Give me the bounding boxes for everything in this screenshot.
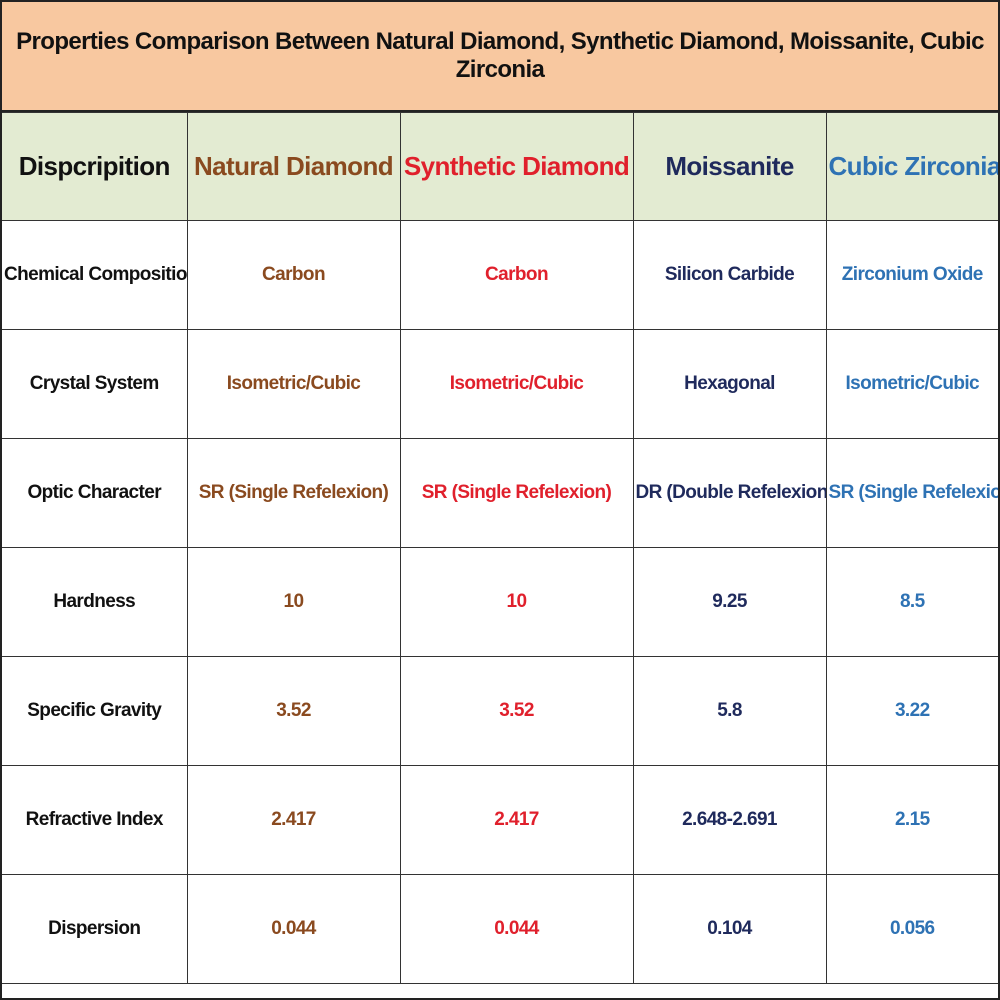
cell: 0.056 (825, 874, 998, 984)
cell: Silicon Carbide (632, 220, 827, 330)
table-row: Dispersion 0.044 0.044 0.104 0.056 (2, 874, 998, 984)
cell: SR (Single Refelexion) (186, 438, 401, 548)
row-label: Refractive Index (2, 765, 188, 875)
cell: 2.417 (399, 765, 634, 875)
cell: 10 (186, 547, 401, 657)
cell: SR (Single Refelexion) (825, 438, 998, 548)
cell: Isometric/Cubic (825, 329, 998, 439)
cell: 2.417 (186, 765, 401, 875)
title: Properties Comparison Between Natural Di… (2, 2, 998, 112)
cell: 9.25 (632, 547, 827, 657)
comparison-table: Dispcripition Natural Diamond Synthetic Di… (2, 112, 998, 984)
cell: 2.15 (825, 765, 998, 875)
column-header: Cubic Zirconia (825, 112, 998, 221)
table-row: Crystal System Isometric/Cubic Isometric/C… (2, 329, 998, 439)
cell: Carbon (186, 220, 401, 330)
table-row: Refractive Index 2.417 2.417 2.648-2.691 2.1… (2, 765, 998, 875)
row-label: Chemical Composition (2, 220, 188, 330)
cell: 2.648-2.691 (632, 765, 827, 875)
row-label: Dispersion (2, 874, 188, 984)
cell: 8.5 (825, 547, 998, 657)
cell: Zirconium Oxide (825, 220, 998, 330)
table-row: Chemical Composition Carbon Carbon Silicon … (2, 220, 998, 330)
table-row: Optic Character SR (Single Refelexion) SR … (2, 438, 998, 548)
row-label: Hardness (2, 547, 188, 657)
header-row: Dispcripition Natural Diamond Synthetic Di… (2, 112, 998, 221)
column-header: Natural Diamond (186, 112, 401, 221)
cell: 3.52 (186, 656, 401, 766)
cell: DR (Double Refelexion) (632, 438, 827, 548)
cell: 0.044 (399, 874, 634, 984)
row-label: Specific Gravity (2, 656, 188, 766)
cell: Isometric/Cubic (186, 329, 401, 439)
row-label: Crystal System (2, 329, 188, 439)
cell: SR (Single Refelexion) (399, 438, 634, 548)
cell: 10 (399, 547, 634, 657)
cell: Isometric/Cubic (399, 329, 634, 439)
column-header: Dispcripition (2, 112, 188, 221)
table-row: Hardness 10 10 9.25 8.5 (2, 547, 998, 657)
column-header: Synthetic Diamond (399, 112, 634, 221)
cell: 3.22 (825, 656, 998, 766)
cell: Hexagonal (632, 329, 827, 439)
cell: 0.104 (632, 874, 827, 984)
column-header: Moissanite (632, 112, 827, 221)
table-row: Specific Gravity 3.52 3.52 5.8 3.22 (2, 656, 998, 766)
row-label: Optic Character (2, 438, 188, 548)
cell: Carbon (399, 220, 634, 330)
cell: 0.044 (186, 874, 401, 984)
cell: 5.8 (632, 656, 827, 766)
cell: 3.52 (399, 656, 634, 766)
